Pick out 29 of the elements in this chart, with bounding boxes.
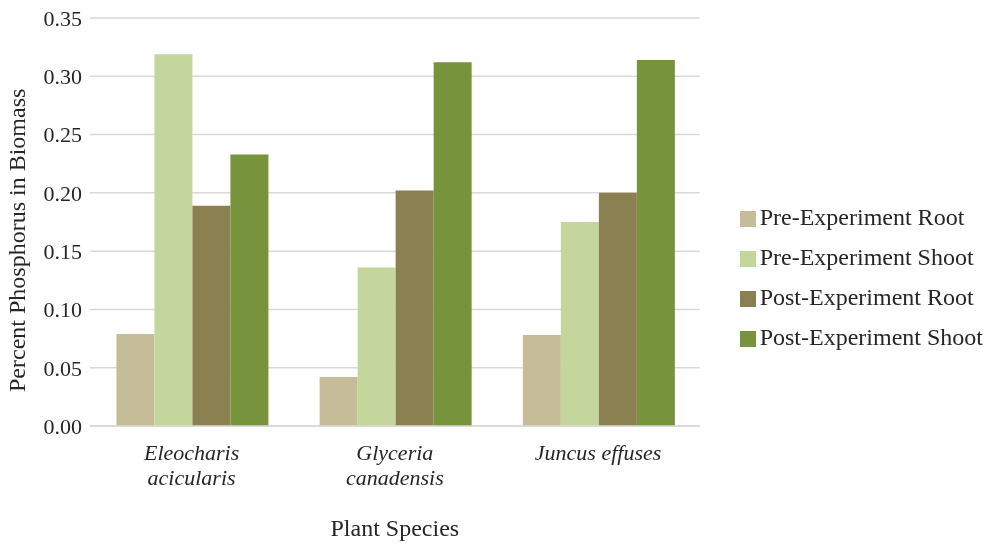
bar — [192, 205, 231, 426]
bar — [598, 192, 637, 426]
bar — [230, 154, 269, 426]
x-tick-label: Juncus effuses — [534, 440, 662, 465]
bar — [116, 333, 155, 426]
y-tick-label: 0.25 — [43, 122, 82, 148]
x-tick-label: Glyceria canadensis — [345, 440, 444, 490]
bar — [636, 59, 675, 426]
bar — [154, 54, 193, 426]
bar — [560, 222, 599, 426]
y-axis-title: Percent Phosphorus in Biomass — [3, 88, 30, 392]
y-tick-label: 0.15 — [43, 238, 82, 264]
legend-label: Post-Experiment Shoot — [759, 324, 983, 350]
bar — [433, 62, 472, 426]
bar — [395, 190, 434, 426]
y-tick-label: 0.30 — [43, 64, 82, 90]
bar — [522, 335, 561, 426]
y-tick-label: 0.20 — [43, 180, 82, 206]
y-tick-label: 0.10 — [43, 297, 82, 323]
x-tick-label: Eleocharis acicularis — [142, 440, 240, 490]
legend-label: Post-Experiment Root — [759, 284, 974, 310]
legend-label: Pre-Experiment Shoot — [759, 244, 974, 270]
bar — [319, 377, 358, 426]
y-tick-label: 0.35 — [43, 5, 82, 31]
x-axis-title: Plant Species — [330, 515, 460, 541]
legend-label: Pre-Experiment Root — [759, 204, 965, 230]
y-tick-label: 0.05 — [43, 355, 82, 381]
bar — [357, 267, 396, 426]
y-tick-label: 0.00 — [43, 413, 82, 439]
